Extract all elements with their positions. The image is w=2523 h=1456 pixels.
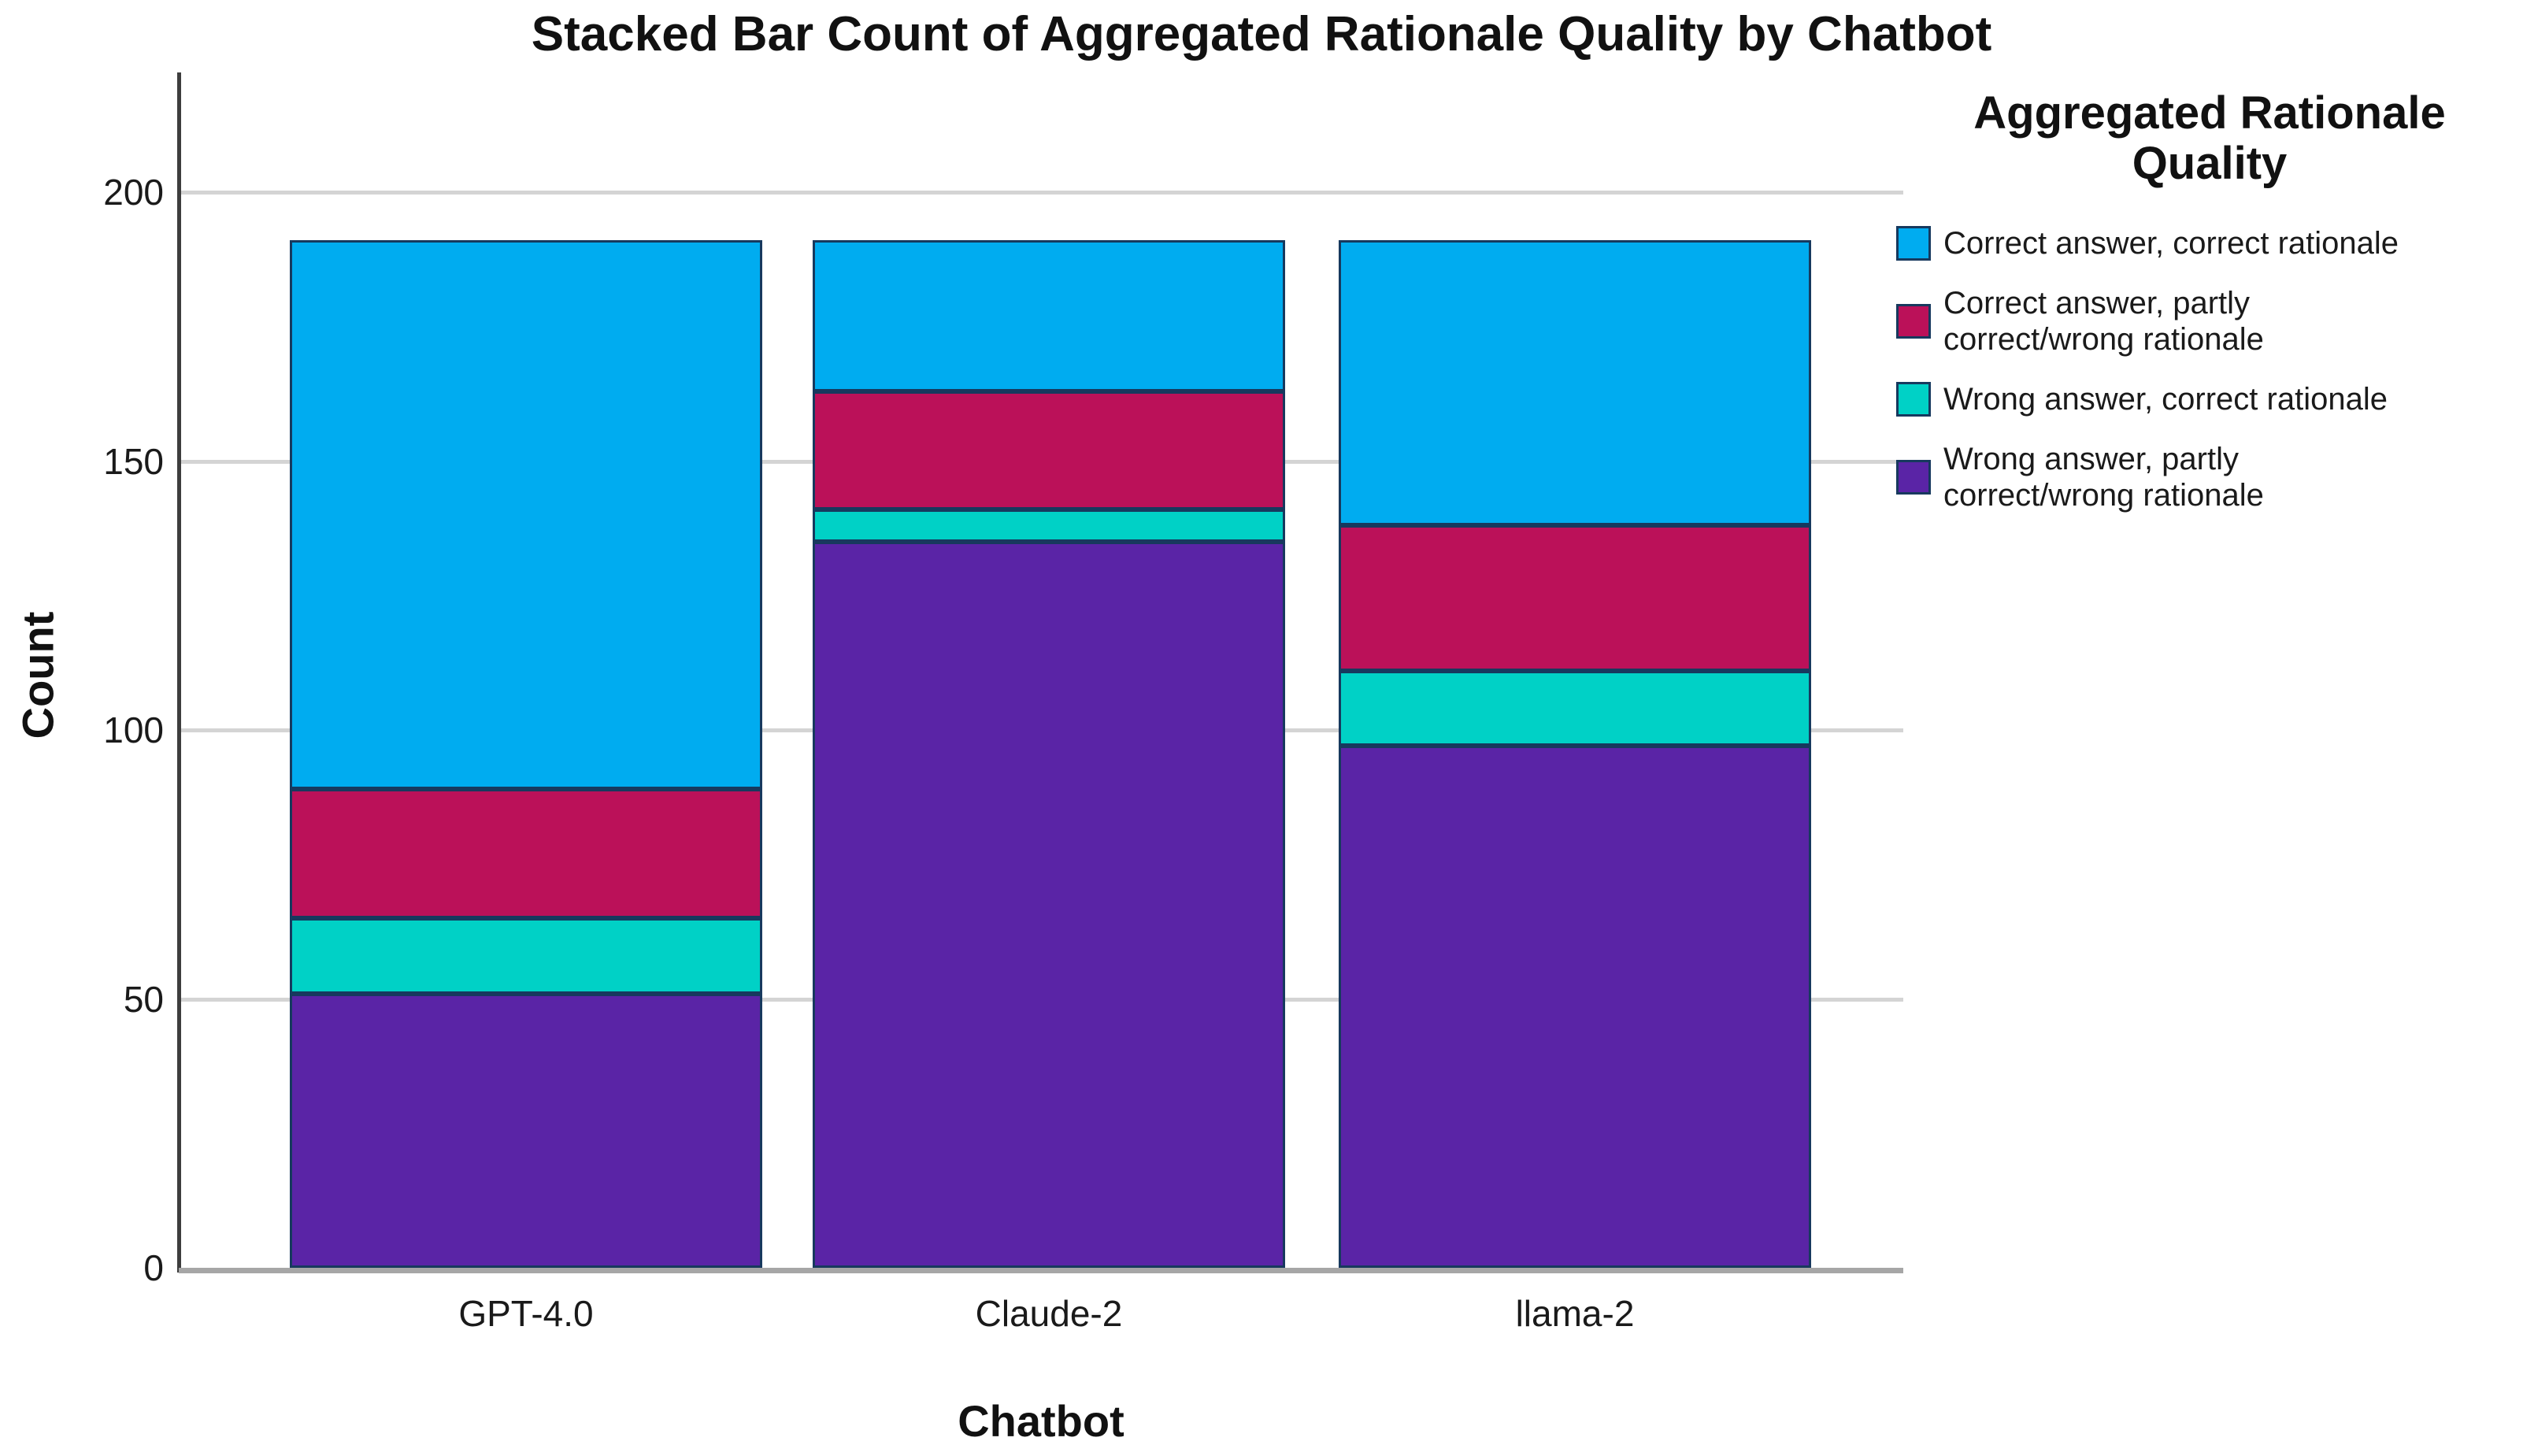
chart-title: Stacked Bar Count of Aggregated Rational… [531,7,1992,61]
legend-title: Aggregated Rationale Quality [1896,88,2523,189]
bar-segment [813,509,1285,542]
legend-swatch [1896,304,1931,339]
legend-item-label: Correct answer, partly correct/wrong rati… [1943,286,2264,357]
bar-segment [813,240,1285,391]
y-tick-label-200: 200 [103,172,164,213]
bar-segment [813,541,1285,1268]
legend: Aggregated Rationale Quality Correct ans… [1896,88,2523,513]
x-axis-baseline [179,1268,1903,1273]
gridline-y-200 [181,191,1903,195]
bar-segment [290,918,762,994]
legend-swatch [1896,226,1931,261]
legend-item: Wrong answer, partly correct/wrong ration… [1896,441,2523,513]
legend-title-line2: Quality [2132,138,2288,189]
y-axis-line [177,72,181,1273]
y-axis-title: Count [13,611,63,739]
legend-item-label: Correct answer, correct rationale [1943,226,2399,261]
legend-item: Correct answer, partly correct/wrong rati… [1896,285,2523,358]
legend-items: Correct answer, correct rationale Correct… [1896,225,2523,513]
y-tick-label-0: 0 [143,1247,164,1288]
x-axis-title: Chatbot [958,1396,1124,1446]
bar-segment [813,391,1285,509]
bar-segment [1339,746,1811,1268]
legend-swatch [1896,382,1931,417]
y-tick-label-150: 150 [103,440,164,482]
legend-title-line1: Aggregated Rationale [1973,87,2446,139]
x-tick-label-llama-2: llama-2 [1515,1293,1635,1334]
bar-segment [1339,240,1811,526]
legend-item: Wrong answer, correct rationale [1896,381,2523,417]
legend-swatch [1896,460,1931,495]
x-tick-label-claude-2: Claude-2 [975,1293,1123,1334]
bar-segment [290,993,762,1268]
bar-segment [1339,670,1811,747]
bar-segment [290,789,762,919]
bar-segment [290,240,762,790]
legend-item: Correct answer, correct rationale [1896,225,2523,261]
bar-segment [1339,525,1811,671]
bar-claude-2 [813,240,1285,1268]
bar-llama-2 [1339,240,1811,1268]
y-tick-label-50: 50 [123,978,164,1020]
y-tick-label-100: 100 [103,709,164,750]
legend-item-label: Wrong answer, partly correct/wrong ration… [1943,442,2264,513]
x-tick-label-gpt-4.0: GPT-4.0 [458,1293,594,1334]
legend-item-label: Wrong answer, correct rationale [1943,382,2388,417]
bar-gpt-4.0 [290,240,762,1268]
